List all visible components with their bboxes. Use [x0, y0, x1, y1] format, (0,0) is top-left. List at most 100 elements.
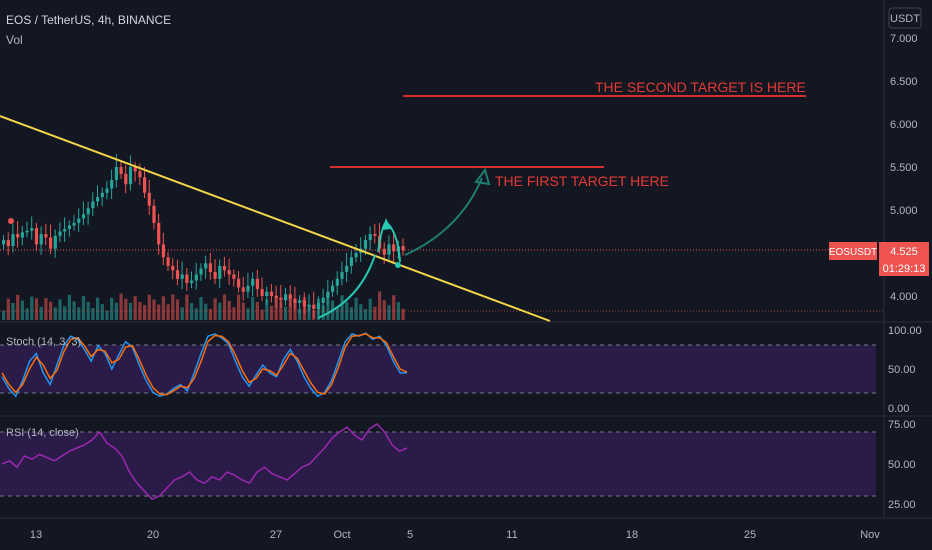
- volume-bar: [63, 306, 67, 320]
- volume-bar: [208, 309, 212, 320]
- volume-bar: [86, 301, 90, 320]
- time-tick-label: 25: [744, 529, 756, 541]
- volume-bar: [161, 296, 165, 320]
- candle-body: [34, 228, 39, 245]
- candle-body: [91, 201, 95, 209]
- volume-bar: [91, 308, 95, 320]
- candle-body: [307, 304, 311, 307]
- candle-body: [218, 265, 222, 279]
- candle-body: [152, 205, 156, 223]
- volume-bar: [138, 301, 142, 320]
- candle-body: [110, 179, 114, 189]
- candle-body: [133, 167, 137, 172]
- first-target-label: THE FIRST TARGET HERE: [495, 173, 669, 189]
- volume-bar: [30, 296, 34, 320]
- candle-body: [39, 234, 43, 245]
- candle-body: [331, 285, 335, 292]
- volume-bar: [190, 303, 194, 320]
- candle-body: [11, 234, 15, 247]
- candle-body: [340, 271, 344, 279]
- candle-body: [2, 240, 6, 245]
- candle-body: [251, 278, 255, 286]
- candle-body: [213, 271, 217, 279]
- volume-bar: [6, 298, 10, 320]
- volume-bar: [237, 294, 241, 320]
- candle-body: [222, 265, 227, 271]
- volume-bar: [25, 308, 29, 320]
- candle-body: [147, 192, 151, 206]
- volume-bar: [133, 296, 137, 320]
- candle-body: [96, 197, 100, 202]
- stoch-axis[interactable]: 100.00 50.00 0.00: [888, 325, 922, 415]
- currency-button[interactable]: [888, 7, 922, 29]
- candle-body: [105, 188, 109, 193]
- candle-body: [161, 244, 165, 258]
- volume-bar: [124, 298, 128, 320]
- rsi-axis[interactable]: 75.00 50.00 25.00: [888, 419, 916, 511]
- candle-body: [157, 222, 161, 245]
- stoch-band: [0, 345, 876, 393]
- candle-body: [326, 291, 330, 298]
- volume-bar: [44, 298, 48, 320]
- volume-bar: [194, 308, 198, 320]
- time-axis[interactable]: 13 20 27 Oct 5 11 18 25 Nov: [30, 529, 880, 541]
- candle-body: [6, 240, 10, 247]
- stoch-label: Stoch (14, 3, 3): [6, 336, 81, 348]
- volume-bar: [288, 296, 292, 320]
- volume-bar: [67, 294, 71, 320]
- symbol-price-label-text: EOSUSDT: [829, 247, 877, 258]
- volume-bar: [387, 305, 391, 320]
- volume-bar: [143, 305, 147, 320]
- rsi-tick-label: 50.00: [888, 459, 916, 471]
- candle-body: [255, 278, 259, 290]
- time-tick-label: 13: [30, 529, 42, 541]
- candle-body: [53, 235, 57, 249]
- currency-label: USDT: [890, 13, 920, 25]
- candle-body: [265, 291, 269, 296]
- volume-bar: [58, 299, 62, 320]
- candles: [2, 154, 405, 318]
- volume-bar: [232, 307, 236, 320]
- candle-body: [77, 218, 81, 223]
- candle-body: [363, 240, 368, 249]
- candle-body: [208, 263, 212, 272]
- stoch-d-line: [1, 333, 408, 396]
- candle-countdown: 01:29:13: [883, 263, 926, 275]
- volume-bar: [185, 294, 189, 320]
- volume-bar: [49, 301, 53, 320]
- marker-dot-icon: [8, 218, 14, 224]
- candle-body: [49, 237, 53, 249]
- candle-body: [30, 228, 34, 231]
- last-price-value: 4.525: [890, 246, 918, 258]
- trendline[interactable]: [0, 115, 551, 322]
- volume-bar: [255, 302, 259, 320]
- candle-body: [138, 171, 142, 178]
- candle-body: [128, 167, 133, 185]
- candle-body: [86, 208, 90, 215]
- volume-bar: [96, 297, 100, 320]
- time-tick-label: 5: [407, 529, 413, 541]
- volume-bar: [251, 296, 255, 320]
- time-tick-label: Nov: [860, 529, 880, 541]
- candle-body: [368, 234, 372, 241]
- candle-body: [293, 298, 297, 303]
- candle-body: [72, 222, 76, 226]
- volume-bar: [199, 297, 203, 320]
- volume-bar: [147, 294, 151, 320]
- volume-bar: [175, 299, 180, 320]
- countdown-badge: [879, 260, 929, 276]
- volume-bar: [345, 301, 349, 320]
- price-tick-label: 5.000: [890, 205, 918, 217]
- volume-bar: [354, 297, 358, 320]
- volume-bar: [326, 293, 330, 320]
- volume-bar: [307, 305, 311, 320]
- volume-bar: [53, 307, 57, 320]
- symbol-title: EOS / TetherUS, 4h, BINANCE: [6, 13, 171, 27]
- price-axis[interactable]: 7.000 6.500 6.000 5.500 5.000 4.000: [890, 33, 918, 303]
- candle-body: [279, 297, 283, 301]
- candle-body: [387, 244, 391, 255]
- volume-bar: [279, 301, 283, 320]
- volume-bar: [77, 307, 81, 320]
- volume-bar: [378, 291, 382, 320]
